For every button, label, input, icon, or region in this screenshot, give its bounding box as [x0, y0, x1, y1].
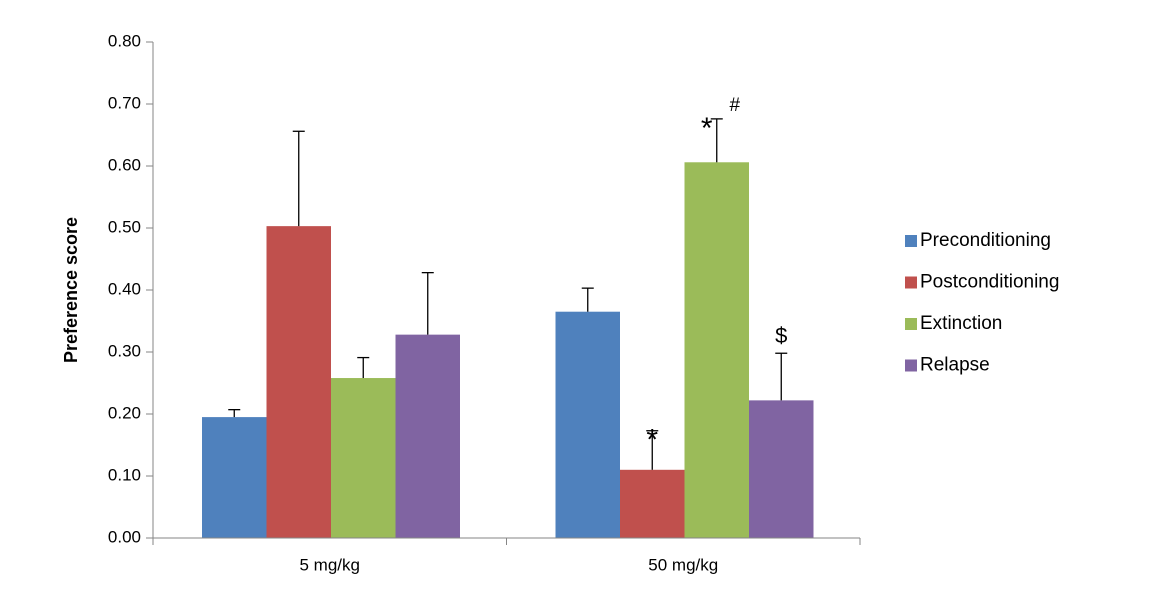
legend-swatch — [905, 318, 917, 330]
bar-postconditioning-2 — [620, 469, 685, 538]
significance-mark: $ — [775, 323, 787, 348]
bar-preconditioning-1 — [202, 417, 267, 538]
y-tick-label: 0.80 — [108, 31, 141, 50]
legend-label: Preconditioning — [920, 230, 1051, 251]
bar-extinction-2 — [684, 162, 749, 538]
bar-preconditioning-2 — [555, 311, 620, 538]
bars-layer — [202, 162, 814, 538]
y-tick-label: 0.20 — [108, 403, 141, 422]
axes — [152, 42, 861, 545]
legend-label: Relapse — [920, 355, 990, 376]
y-tick-label: 0.70 — [108, 93, 141, 112]
legend-label: Extinction — [920, 313, 1002, 334]
significance-mark: # — [729, 95, 740, 116]
significance-mark: * — [701, 112, 713, 145]
legend-swatch — [905, 235, 917, 247]
significance-annotations: * * # $ — [646, 95, 787, 457]
y-tick-label: 0.00 — [108, 527, 141, 546]
y-tick-label: 0.40 — [108, 279, 141, 298]
y-axis-ticks: 0.00 0.10 0.20 0.30 0.40 0.50 0.60 0.70 0.80 — [108, 31, 153, 546]
legend-label: Postconditioning — [920, 272, 1059, 293]
bar-relapse-2 — [749, 400, 814, 538]
bar-extinction-1 — [331, 378, 396, 538]
error-bars-layer — [228, 118, 788, 470]
y-tick-label: 0.60 — [108, 155, 141, 174]
legend-swatch — [905, 359, 917, 372]
x-tick-label: 50 mg/kg — [648, 555, 718, 574]
y-axis-title: Preference score — [61, 217, 81, 363]
x-tick-label: 5 mg/kg — [300, 555, 360, 574]
x-axis-labels: 5 mg/kg 50 mg/kg — [300, 555, 719, 574]
bar-relapse-1 — [395, 334, 460, 538]
y-tick-label: 0.50 — [108, 217, 141, 236]
bar-postconditioning-1 — [266, 226, 331, 538]
y-tick-label: 0.30 — [108, 341, 141, 360]
significance-mark: * — [646, 424, 658, 457]
legend: Preconditioning Postconditioning Extinctio… — [905, 230, 1059, 376]
y-tick-label: 0.10 — [108, 465, 141, 484]
legend-swatch — [905, 276, 917, 289]
